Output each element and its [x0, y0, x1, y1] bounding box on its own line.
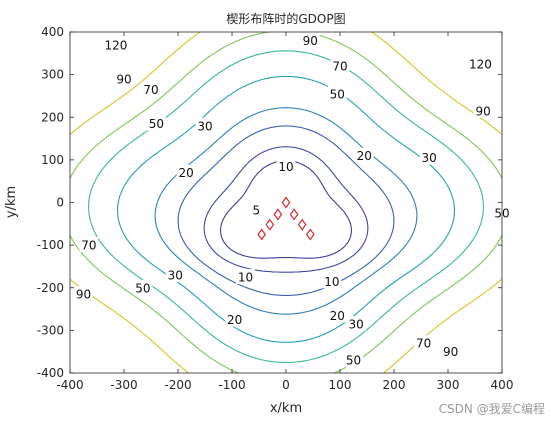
contour-label-background — [441, 343, 461, 359]
y-axis-label: y/km — [4, 186, 19, 218]
contour-label-background — [419, 149, 439, 165]
contour-label-background — [236, 269, 255, 285]
contour-label-background — [176, 164, 196, 180]
array-sensor-marker — [273, 208, 283, 221]
contour-label: 120 — [469, 58, 492, 72]
contour-level-5 — [220, 160, 352, 259]
contour-label-background — [344, 352, 363, 368]
contour-label: 90 — [303, 34, 318, 48]
y-axis-ticks: -400 -300 -200 -100 0 100 200 300 400 — [37, 25, 502, 380]
array-sensor-marker — [265, 218, 275, 231]
contour-label: 50 — [330, 87, 345, 101]
y-tick-label: 100 — [41, 153, 64, 167]
contour-level-70 — [88, 50, 484, 364]
contour-label: 50 — [149, 117, 164, 131]
y-tick-label: -100 — [37, 238, 64, 252]
contour-label-background — [467, 56, 494, 71]
contour-label: 20 — [357, 149, 372, 163]
contour-label-background — [79, 237, 99, 253]
contour-label-background — [225, 311, 245, 327]
y-tick-label: -300 — [37, 323, 64, 337]
contour-label: 20 — [227, 313, 242, 327]
contour-label-background — [102, 36, 129, 52]
x-tick-label: 400 — [491, 378, 514, 392]
contour-label-background — [330, 58, 350, 74]
contour-label: 70 — [143, 83, 158, 97]
contour-label: 20 — [330, 309, 345, 323]
contour-level-10 — [203, 146, 369, 273]
contour-label: 10 — [278, 160, 293, 174]
contour-label-background — [195, 117, 215, 133]
x-axis-label: x/km — [270, 401, 302, 416]
contour-label-background — [473, 102, 493, 118]
contour-label-background — [74, 286, 93, 302]
contour-label: 90 — [443, 345, 458, 359]
contour-label-background — [354, 147, 374, 163]
contour-label-background — [327, 307, 347, 323]
contour-label-background — [300, 32, 320, 48]
contour-label: 30 — [349, 318, 364, 332]
contour-label-background — [114, 70, 134, 86]
contour-label-background — [147, 115, 166, 131]
contour-label: 120 — [104, 38, 127, 52]
contour-level-90 — [70, 32, 502, 373]
x-tick-label: -400 — [56, 378, 83, 392]
chart-title: 楔形布阵时的GDOP图 — [226, 11, 345, 26]
array-sensor-marker — [305, 228, 315, 241]
x-tick-label: 0 — [282, 378, 290, 392]
y-tick-label: 300 — [41, 68, 64, 82]
contour-level-30 — [154, 107, 418, 315]
y-tick-label: 200 — [41, 110, 64, 124]
contour-label-background — [141, 81, 161, 97]
contour-lines — [70, 32, 502, 373]
array-sensor-marker — [289, 208, 299, 221]
contour-level-50 — [116, 75, 456, 343]
contour-label: 50 — [346, 354, 361, 368]
contour-label: 30 — [197, 119, 212, 133]
y-tick-label: -400 — [37, 366, 64, 380]
y-tick-label: 0 — [56, 196, 64, 210]
contour-label-background — [346, 316, 366, 331]
x-tick-label: -100 — [218, 378, 245, 392]
x-tick-label: -300 — [110, 378, 137, 392]
contour-label: 90 — [76, 288, 91, 302]
contour-label: 20 — [178, 166, 193, 180]
contour-label-background — [250, 202, 262, 218]
contour-label-background — [276, 158, 296, 174]
x-tick-label: 300 — [437, 378, 460, 392]
array-sensor-marker — [297, 218, 307, 231]
array-markers — [257, 196, 315, 241]
contour-label: 30 — [168, 269, 183, 283]
contour-label: 50 — [135, 281, 150, 295]
contour-label-background — [327, 85, 347, 101]
array-sensor-marker — [257, 228, 267, 241]
contour-label: 90 — [116, 72, 131, 86]
contour-label: 30 — [421, 151, 436, 165]
contour-label: 10 — [324, 275, 339, 289]
contour-label: 70 — [416, 337, 431, 351]
contour-label-background — [165, 267, 185, 282]
x-tick-label: 200 — [383, 378, 406, 392]
contour-label: 70 — [332, 60, 347, 74]
contour-label: 70 — [81, 239, 96, 253]
array-sensor-marker — [281, 196, 291, 209]
contour-label-background — [414, 335, 434, 351]
x-tick-label: 100 — [329, 378, 352, 392]
contour-label-background — [133, 279, 153, 295]
y-tick-label: 400 — [41, 25, 64, 39]
x-axis-ticks: -400 -300 -200 -100 0 100 200 300 400 — [56, 32, 513, 392]
contour-label: 5 — [252, 204, 260, 218]
y-tick-label: -200 — [37, 281, 64, 295]
contour-level-120 — [70, 32, 502, 373]
contour-label: 90 — [475, 104, 490, 118]
csdn-watermark: CSDN @我爱C编程 — [439, 401, 545, 416]
contour-label-background — [322, 273, 342, 289]
x-tick-label: -200 — [164, 378, 191, 392]
contour-label: 10 — [238, 271, 253, 285]
